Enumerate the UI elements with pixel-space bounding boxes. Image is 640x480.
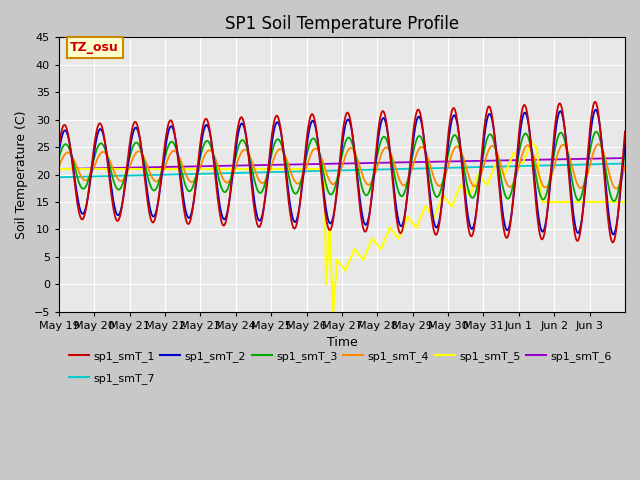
sp1_smT_3	[421, 147, 429, 153]
sp1_smT_6	[621, 155, 629, 161]
sp1_smT_5	[433, 208, 440, 214]
Text: TZ_osu: TZ_osu	[70, 41, 119, 54]
sp1_smT_1	[490, 126, 498, 132]
sp1_smT_3	[621, 150, 629, 156]
sp1_smT_7	[152, 172, 160, 178]
sp1_smT_3	[490, 138, 498, 144]
Line: sp1_smT_2: sp1_smT_2	[59, 110, 625, 234]
sp1_smT_4	[421, 147, 429, 153]
sp1_smT_6	[55, 166, 63, 172]
sp1_smT_6	[474, 158, 481, 164]
sp1_smT_7	[421, 166, 429, 171]
sp1_smT_2	[55, 149, 63, 155]
sp1_smT_4	[55, 163, 63, 169]
sp1_smT_6	[433, 159, 440, 165]
sp1_smT_1	[55, 143, 63, 148]
sp1_smT_6	[421, 159, 429, 165]
Y-axis label: Soil Temperature (C): Soil Temperature (C)	[15, 110, 28, 239]
sp1_smT_6	[499, 157, 506, 163]
sp1_smT_3	[499, 181, 506, 187]
sp1_smT_7	[55, 174, 63, 180]
sp1_smT_5	[152, 166, 160, 172]
Line: sp1_smT_7: sp1_smT_7	[59, 164, 625, 177]
sp1_smT_5	[527, 139, 535, 145]
Line: sp1_smT_1: sp1_smT_1	[59, 102, 625, 242]
sp1_smT_4	[490, 144, 498, 149]
sp1_smT_2	[433, 225, 440, 230]
sp1_smT_1	[609, 240, 616, 245]
sp1_smT_1	[152, 210, 160, 216]
sp1_smT_5	[621, 199, 629, 205]
sp1_smT_4	[595, 141, 602, 147]
sp1_smT_3	[433, 194, 440, 200]
sp1_smT_1	[474, 200, 481, 206]
sp1_smT_5	[474, 173, 481, 179]
sp1_smT_4	[474, 181, 481, 187]
sp1_smT_7	[474, 164, 481, 170]
sp1_smT_2	[499, 205, 506, 211]
sp1_smT_2	[421, 145, 429, 151]
sp1_smT_1	[499, 215, 506, 221]
sp1_smT_4	[152, 179, 160, 184]
sp1_smT_4	[612, 186, 620, 192]
sp1_smT_3	[152, 185, 160, 191]
Title: SP1 Soil Temperature Profile: SP1 Soil Temperature Profile	[225, 15, 459, 33]
Line: sp1_smT_6: sp1_smT_6	[59, 158, 625, 169]
sp1_smT_6	[152, 164, 160, 170]
sp1_smT_1	[433, 232, 440, 238]
X-axis label: Time: Time	[326, 336, 357, 349]
sp1_smT_3	[610, 198, 618, 204]
sp1_smT_5	[421, 203, 429, 209]
sp1_smT_2	[592, 107, 600, 113]
sp1_smT_1	[621, 129, 629, 134]
sp1_smT_2	[474, 202, 481, 207]
sp1_smT_2	[621, 139, 629, 144]
sp1_smT_4	[433, 180, 440, 186]
sp1_smT_4	[499, 167, 506, 173]
Line: sp1_smT_5: sp1_smT_5	[59, 142, 625, 312]
sp1_smT_5	[329, 309, 337, 314]
sp1_smT_3	[593, 129, 600, 135]
sp1_smT_2	[609, 231, 617, 237]
sp1_smT_7	[499, 164, 506, 169]
sp1_smT_3	[55, 155, 63, 161]
Legend: sp1_smT_7: sp1_smT_7	[65, 369, 159, 388]
sp1_smT_4	[621, 163, 629, 169]
sp1_smT_5	[490, 166, 498, 171]
sp1_smT_5	[499, 168, 506, 174]
sp1_smT_7	[621, 161, 629, 167]
sp1_smT_7	[433, 165, 440, 171]
sp1_smT_5	[55, 166, 63, 172]
sp1_smT_2	[152, 208, 160, 214]
sp1_smT_1	[421, 147, 429, 153]
sp1_smT_2	[490, 127, 498, 132]
Line: sp1_smT_3: sp1_smT_3	[59, 132, 625, 201]
Line: sp1_smT_4: sp1_smT_4	[59, 144, 625, 189]
sp1_smT_6	[490, 158, 498, 164]
sp1_smT_1	[591, 99, 599, 105]
sp1_smT_3	[474, 184, 481, 190]
sp1_smT_7	[490, 164, 498, 169]
